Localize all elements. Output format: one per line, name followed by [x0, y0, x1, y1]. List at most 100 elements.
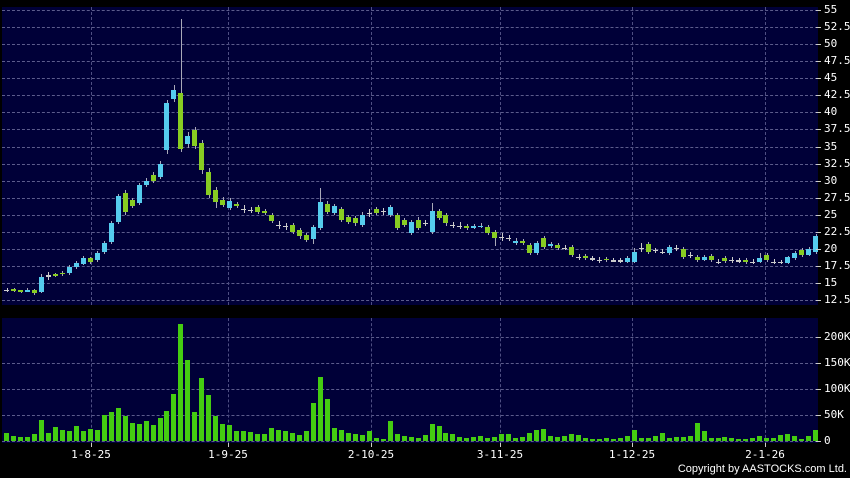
candle-body — [269, 215, 275, 222]
candle-body — [799, 249, 805, 255]
candle-body — [464, 226, 470, 228]
candle-wick — [459, 222, 461, 229]
price-axis-label: 45 — [824, 71, 838, 85]
candle-body — [178, 92, 184, 149]
candle-body — [45, 275, 51, 277]
volume-bar — [436, 425, 442, 441]
date-axis-label: 1-9-25 — [208, 448, 248, 461]
candle-body — [778, 261, 784, 263]
candle-body — [24, 289, 30, 292]
candle-body — [338, 208, 344, 221]
price-axis-label: 55 — [824, 3, 838, 16]
candle-body — [122, 192, 128, 212]
price-gridline — [2, 61, 818, 63]
volume-bar — [750, 438, 756, 441]
volume-bar — [813, 429, 819, 441]
volume-bar — [164, 410, 170, 441]
price-axis-tick — [816, 197, 821, 199]
price-axis-tick — [816, 231, 821, 233]
volume-bar — [408, 436, 414, 441]
candle-body — [569, 246, 574, 255]
candle-body — [610, 260, 616, 262]
candle-body — [80, 258, 86, 264]
candle-body — [401, 220, 407, 225]
price-axis-tick — [816, 27, 821, 29]
candle-body — [715, 261, 721, 263]
candle-body — [143, 180, 149, 186]
price-gridline — [2, 78, 818, 80]
price-gridline — [2, 282, 818, 284]
price-axis-tick — [816, 248, 821, 250]
volume-bar — [603, 438, 609, 441]
price-axis-label: 35 — [824, 139, 838, 153]
candle-body — [785, 257, 791, 263]
candle-body — [534, 242, 540, 253]
candle-body — [666, 246, 672, 253]
price-gridline — [2, 180, 818, 182]
candle-body — [31, 289, 37, 294]
candle-wick — [773, 259, 775, 264]
candle-body — [94, 252, 100, 261]
price-gridline — [2, 214, 818, 216]
volume-bar — [192, 412, 198, 441]
candle-body — [624, 257, 630, 262]
date-axis-tick — [228, 443, 229, 447]
volume-gridline — [2, 363, 818, 364]
price-axis-tick — [816, 146, 821, 148]
volume-bar — [701, 431, 707, 441]
candle-body — [380, 211, 386, 213]
candle-body — [164, 102, 170, 150]
candle-wick — [752, 259, 754, 264]
volume-bar — [555, 436, 560, 441]
candle-body — [283, 226, 288, 228]
volume-bar — [457, 436, 463, 441]
candle-body — [555, 244, 560, 249]
volume-bar — [652, 435, 658, 441]
candle-body — [680, 248, 686, 257]
month-gridline — [500, 7, 501, 305]
price-gridline — [2, 112, 818, 114]
volume-bar — [450, 434, 456, 441]
candle-body — [764, 255, 770, 260]
price-axis-label: 47.5 — [824, 54, 850, 68]
price-axis-tick — [816, 282, 821, 284]
volume-bar — [478, 435, 484, 441]
volume-bar — [499, 434, 505, 441]
price-candlestick-panel — [2, 7, 819, 305]
month-gridline — [371, 7, 372, 305]
candle-body — [806, 248, 812, 255]
candle-wick — [578, 253, 580, 260]
volume-bar — [492, 436, 498, 441]
price-axis-label: 32.5 — [824, 156, 850, 170]
candle-body — [227, 201, 233, 208]
candle-body — [352, 218, 358, 223]
volume-gridline — [2, 337, 818, 338]
candle-body — [38, 276, 44, 293]
price-gridline — [2, 265, 818, 267]
candle-body — [589, 258, 595, 260]
volume-bar — [687, 435, 693, 441]
volume-bar — [666, 437, 672, 441]
volume-bar — [513, 437, 519, 441]
date-axis-tick — [632, 443, 633, 447]
month-gridline — [228, 7, 229, 305]
volume-bar — [673, 436, 679, 441]
price-axis-tick — [816, 300, 821, 301]
candle-body — [659, 251, 665, 253]
volume-bar — [771, 437, 777, 441]
volume-bar — [108, 411, 114, 441]
candle-wick — [592, 255, 594, 262]
volume-bar — [241, 431, 247, 441]
candle-body — [792, 252, 798, 258]
volume-bar — [506, 433, 512, 441]
price-axis-tick — [816, 10, 821, 11]
volume-bar — [185, 360, 191, 441]
candle-body — [492, 232, 498, 238]
volume-bar — [764, 437, 770, 441]
candle-body — [220, 199, 226, 206]
price-axis-label: 50 — [824, 37, 838, 51]
volume-bar — [443, 432, 449, 441]
volume-axis-tick — [816, 363, 821, 364]
candle-body — [192, 130, 198, 147]
date-axis-label: 2-1-26 — [745, 448, 785, 461]
